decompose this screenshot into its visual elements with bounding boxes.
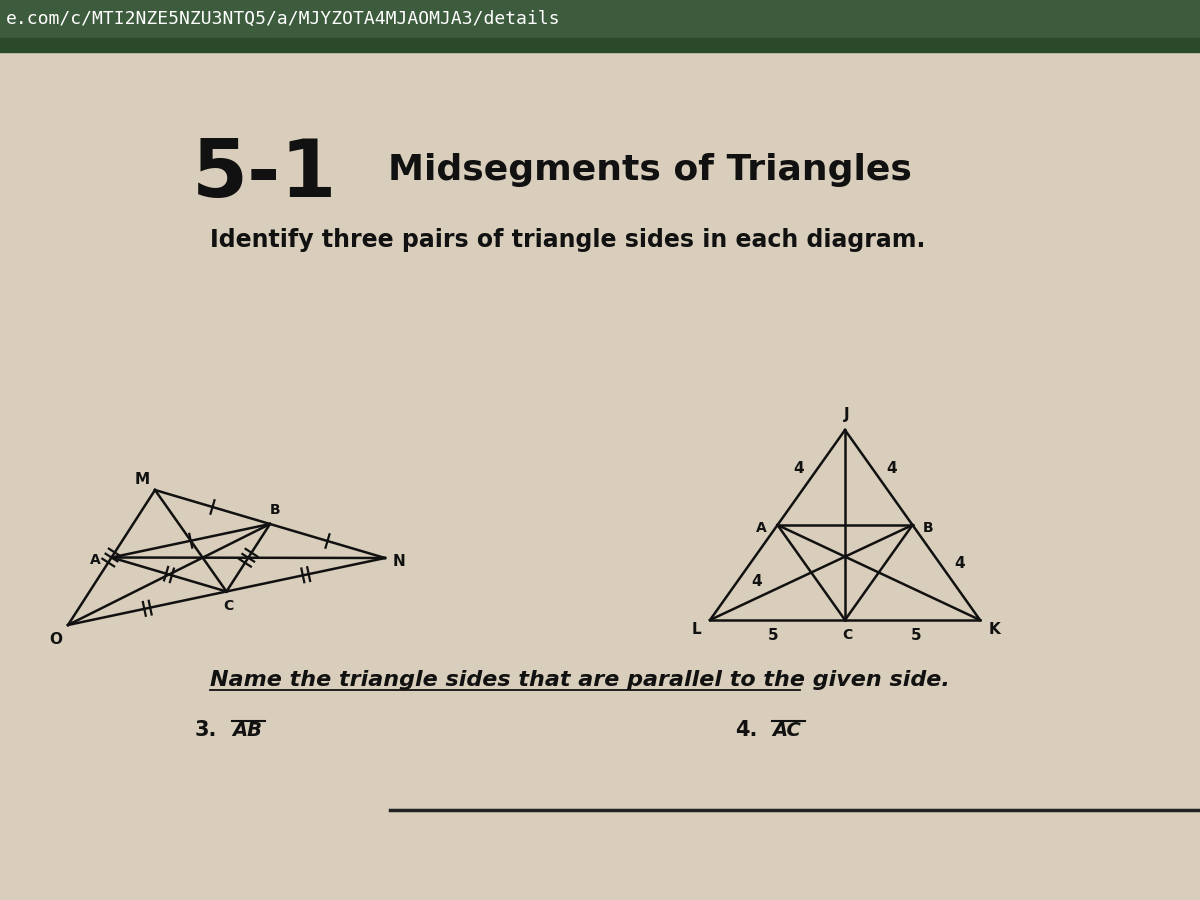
Text: A: A: [90, 554, 101, 568]
Text: 5-1: 5-1: [192, 136, 337, 214]
Text: A: A: [756, 521, 767, 535]
Text: C: C: [223, 598, 234, 613]
Text: 4: 4: [887, 461, 898, 476]
Text: B: B: [270, 503, 281, 517]
Text: L: L: [691, 623, 701, 637]
Text: M: M: [134, 472, 150, 488]
Text: O: O: [49, 632, 62, 646]
Bar: [0, 38, 1200, 52]
Text: 5: 5: [911, 628, 922, 644]
Text: 4: 4: [954, 555, 965, 571]
Text: e.com/c/MTI2NZE5NZU3NTQ5/a/MJYZOTA4MJAOMJA3/details: e.com/c/MTI2NZE5NZU3NTQ5/a/MJYZOTA4MJAOM…: [6, 10, 560, 28]
Bar: [0, 0, 1200, 38]
Text: 5: 5: [768, 628, 779, 644]
Text: AB: AB: [232, 721, 262, 740]
Text: 4: 4: [793, 461, 804, 476]
Text: C: C: [842, 628, 852, 642]
Text: B: B: [923, 521, 934, 535]
Text: 4: 4: [751, 574, 762, 590]
Text: J: J: [844, 407, 850, 421]
Text: K: K: [988, 623, 1000, 637]
Text: AC: AC: [772, 721, 800, 740]
Text: Name the triangle sides that are parallel to the given side.: Name the triangle sides that are paralle…: [210, 670, 950, 690]
Text: Identify three pairs of triangle sides in each diagram.: Identify three pairs of triangle sides i…: [210, 228, 925, 252]
Text: Midsegments of Triangles: Midsegments of Triangles: [388, 153, 912, 187]
Text: 4.: 4.: [734, 720, 757, 740]
Text: 3.: 3.: [194, 720, 217, 740]
Text: N: N: [392, 554, 406, 569]
